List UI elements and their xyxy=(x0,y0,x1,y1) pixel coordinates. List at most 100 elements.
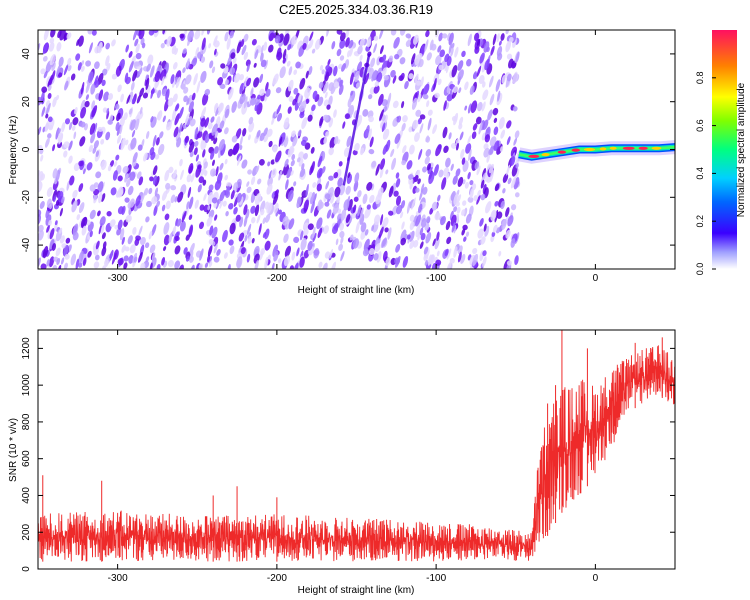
noise-cell xyxy=(188,162,194,174)
noise-cell xyxy=(276,112,283,122)
noise-cell xyxy=(149,262,153,269)
noise-cell xyxy=(260,52,264,62)
noise-cell xyxy=(296,247,300,257)
noise-cell xyxy=(496,45,503,57)
noise-cell xyxy=(434,237,440,250)
noise-cell xyxy=(333,109,337,118)
noise-cell xyxy=(409,214,415,222)
noise-cell xyxy=(240,247,246,255)
noise-cell xyxy=(507,177,512,185)
noise-cell xyxy=(464,105,468,111)
noise-cell xyxy=(293,262,299,269)
noise-cell xyxy=(514,192,520,198)
noise-cell xyxy=(396,136,401,149)
noise-cell xyxy=(161,204,166,212)
noise-cell xyxy=(505,229,511,239)
noise-cell xyxy=(173,126,179,138)
noise-cell xyxy=(390,69,396,78)
noise-cell xyxy=(202,149,206,158)
noise-cell xyxy=(493,126,499,136)
noise-cell xyxy=(395,195,402,206)
noise-cell xyxy=(328,147,334,156)
noise-cell xyxy=(338,161,343,167)
noise-cell xyxy=(321,69,325,75)
noise-cell xyxy=(239,74,245,81)
noise-cell xyxy=(207,122,213,130)
noise-cell xyxy=(228,87,234,100)
noise-cell xyxy=(78,160,84,167)
noise-cell xyxy=(510,238,516,248)
noise-cell xyxy=(124,139,129,146)
snr-panel: -300 -200 -100 0 0 200 400 600 800 1000 1200 Heig… xyxy=(8,329,676,596)
signal-peak xyxy=(528,154,540,158)
noise-cell xyxy=(291,251,296,261)
noise-cell xyxy=(462,200,467,206)
noise-cell xyxy=(498,250,502,257)
noise-cell xyxy=(394,133,401,144)
noise-cell xyxy=(146,200,152,208)
noise-cell xyxy=(125,44,129,53)
noise-cell xyxy=(273,202,279,214)
noise-cell xyxy=(239,135,243,147)
noise-cell xyxy=(400,72,405,81)
noise-cell xyxy=(93,140,100,149)
noise-cell xyxy=(68,140,73,151)
noise-cell xyxy=(64,118,71,125)
noise-cell xyxy=(283,137,289,148)
noise-cell xyxy=(303,199,309,212)
noise-cell xyxy=(203,161,208,169)
noise-cell xyxy=(54,220,58,226)
noise-cell xyxy=(170,74,175,85)
noise-cell xyxy=(213,136,218,145)
noise-cell xyxy=(105,42,111,50)
noise-cell xyxy=(63,63,69,76)
noise-cell xyxy=(150,87,155,99)
noise-cell xyxy=(457,251,462,263)
noise-cell xyxy=(310,191,315,205)
noise-cell xyxy=(452,175,458,185)
noise-cell xyxy=(224,79,229,86)
noise-cell xyxy=(250,205,256,214)
noise-cell xyxy=(492,107,499,116)
noise-cell xyxy=(229,67,236,75)
noise-cell xyxy=(420,232,426,241)
noise-cell xyxy=(299,168,306,178)
noise-cell xyxy=(251,38,257,46)
noise-cell xyxy=(300,237,307,251)
noise-cell xyxy=(322,262,328,269)
y-tick-label: 600 xyxy=(21,450,32,467)
noise-cell xyxy=(134,238,140,246)
noise-cell xyxy=(450,142,457,149)
noise-cell xyxy=(117,175,123,182)
noise-cell xyxy=(426,52,432,61)
noise-cell xyxy=(374,81,380,87)
noise-cell xyxy=(99,216,106,227)
noise-cell xyxy=(188,255,194,263)
noise-cell xyxy=(206,216,213,227)
noise-cell xyxy=(208,209,215,219)
noise-cell xyxy=(291,35,298,46)
noise-cell xyxy=(116,112,121,122)
noise-cell xyxy=(493,140,500,151)
noise-cell xyxy=(138,225,143,236)
noise-cell xyxy=(58,227,63,234)
noise-cell xyxy=(193,147,198,156)
noise-cell xyxy=(424,156,431,165)
noise-cell xyxy=(257,178,262,185)
noise-cell xyxy=(305,98,310,104)
noise-cell xyxy=(149,244,156,254)
noise-cell xyxy=(476,38,481,46)
noise-cell xyxy=(117,206,124,215)
noise-cell xyxy=(279,66,286,79)
noise-cell xyxy=(174,235,180,241)
noise-cell xyxy=(457,176,464,187)
noise-cell xyxy=(340,250,345,262)
noise-cell xyxy=(102,241,107,249)
noise-cell xyxy=(196,80,201,94)
noise-cell xyxy=(297,196,302,205)
noise-cell xyxy=(179,122,183,133)
noise-cell xyxy=(235,214,241,222)
noise-cell xyxy=(438,169,444,178)
noise-cell xyxy=(311,48,316,54)
spectrogram-x-label: Height of straight line (km) xyxy=(298,285,415,296)
